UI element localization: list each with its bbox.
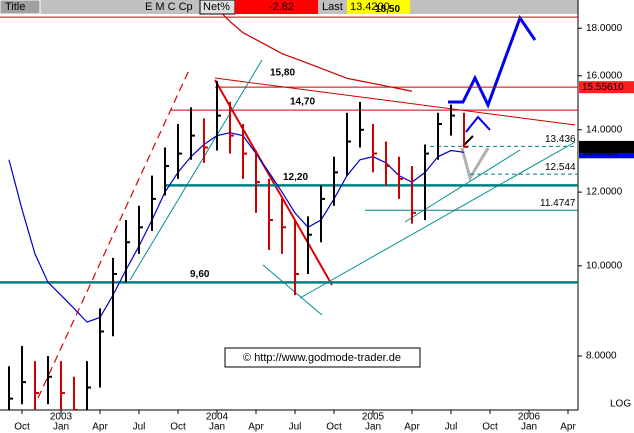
last-box bbox=[347, 0, 410, 14]
x-tick-label: Apr bbox=[404, 422, 420, 433]
header-last-label: Last bbox=[322, 1, 343, 13]
y-tick-label: 12.0000 bbox=[586, 187, 623, 198]
header-last: 13.4200 bbox=[350, 1, 390, 13]
price-tag bbox=[579, 81, 634, 94]
price-tag-label: 15.55610 bbox=[582, 82, 624, 93]
x-tick-label: Oct bbox=[14, 422, 30, 433]
y-tick-label: 14.0000 bbox=[586, 124, 623, 135]
trendline bbox=[214, 79, 333, 286]
plot-area bbox=[0, 14, 578, 410]
level-label: 12,20 bbox=[283, 172, 308, 183]
x-tick-label: Jan bbox=[365, 422, 381, 433]
watermark-box bbox=[224, 347, 421, 368]
trendlines bbox=[37, 14, 576, 399]
x-tick-label: Jan bbox=[209, 422, 225, 433]
moving-average bbox=[8, 132, 465, 323]
level-label: 14,70 bbox=[290, 97, 315, 108]
trendline bbox=[129, 59, 263, 281]
x-tick-label: Oct bbox=[482, 422, 498, 433]
header-title: Title bbox=[5, 1, 25, 13]
year-label: 2006 bbox=[518, 412, 541, 423]
x-tick-label: Jul bbox=[445, 422, 458, 433]
x-tick-label: Apr bbox=[92, 422, 108, 433]
header-symbol: E M C Cp bbox=[145, 1, 193, 13]
trendline bbox=[299, 141, 576, 299]
x-tick-label: Oct bbox=[326, 422, 342, 433]
moving-average bbox=[221, 14, 413, 92]
watermark: © http://www.godmode-trader.de bbox=[243, 352, 401, 364]
forecast-path bbox=[460, 147, 490, 182]
x-tick-label: Jul bbox=[133, 422, 146, 433]
x-tick-label: Oct bbox=[170, 422, 186, 433]
scale-label: LOG bbox=[610, 399, 631, 410]
year-label: 2003 bbox=[50, 412, 73, 423]
level-label: 12.544 bbox=[545, 162, 576, 173]
x-tick-label: Jan bbox=[53, 422, 69, 433]
forecast-path bbox=[448, 14, 537, 109]
level-label: 15,80 bbox=[270, 68, 295, 79]
net-box bbox=[235, 0, 318, 14]
y-tick-label: 16.0000 bbox=[586, 70, 623, 81]
level-label: 18,50 bbox=[375, 4, 400, 15]
level-label: 11.4747 bbox=[540, 198, 576, 209]
y-tick-label: 10.0000 bbox=[586, 260, 623, 271]
x-tick-label: Apr bbox=[560, 422, 576, 433]
title-box bbox=[0, 0, 41, 15]
year-label: 2005 bbox=[362, 412, 385, 423]
price-tag bbox=[579, 140, 634, 153]
level-label: 9,60 bbox=[190, 269, 210, 280]
trendline bbox=[37, 67, 191, 399]
x-tick-label: Apr bbox=[248, 422, 264, 433]
forecast-path bbox=[465, 115, 491, 133]
y-tick-label: 18.0000 bbox=[586, 23, 623, 34]
header-net: -2.82 bbox=[269, 1, 294, 13]
trendline bbox=[214, 77, 576, 126]
year-label: 2004 bbox=[206, 412, 229, 423]
level-label: 13.436 bbox=[545, 134, 576, 145]
header-net-label: Net% bbox=[203, 1, 230, 13]
x-tick-label: Jan bbox=[521, 422, 537, 433]
price-tag-label: 13.4200 bbox=[582, 142, 619, 153]
y-tick-label: 8.0000 bbox=[586, 351, 617, 362]
trendline bbox=[262, 264, 323, 316]
x-tick-label: Jul bbox=[289, 422, 302, 433]
